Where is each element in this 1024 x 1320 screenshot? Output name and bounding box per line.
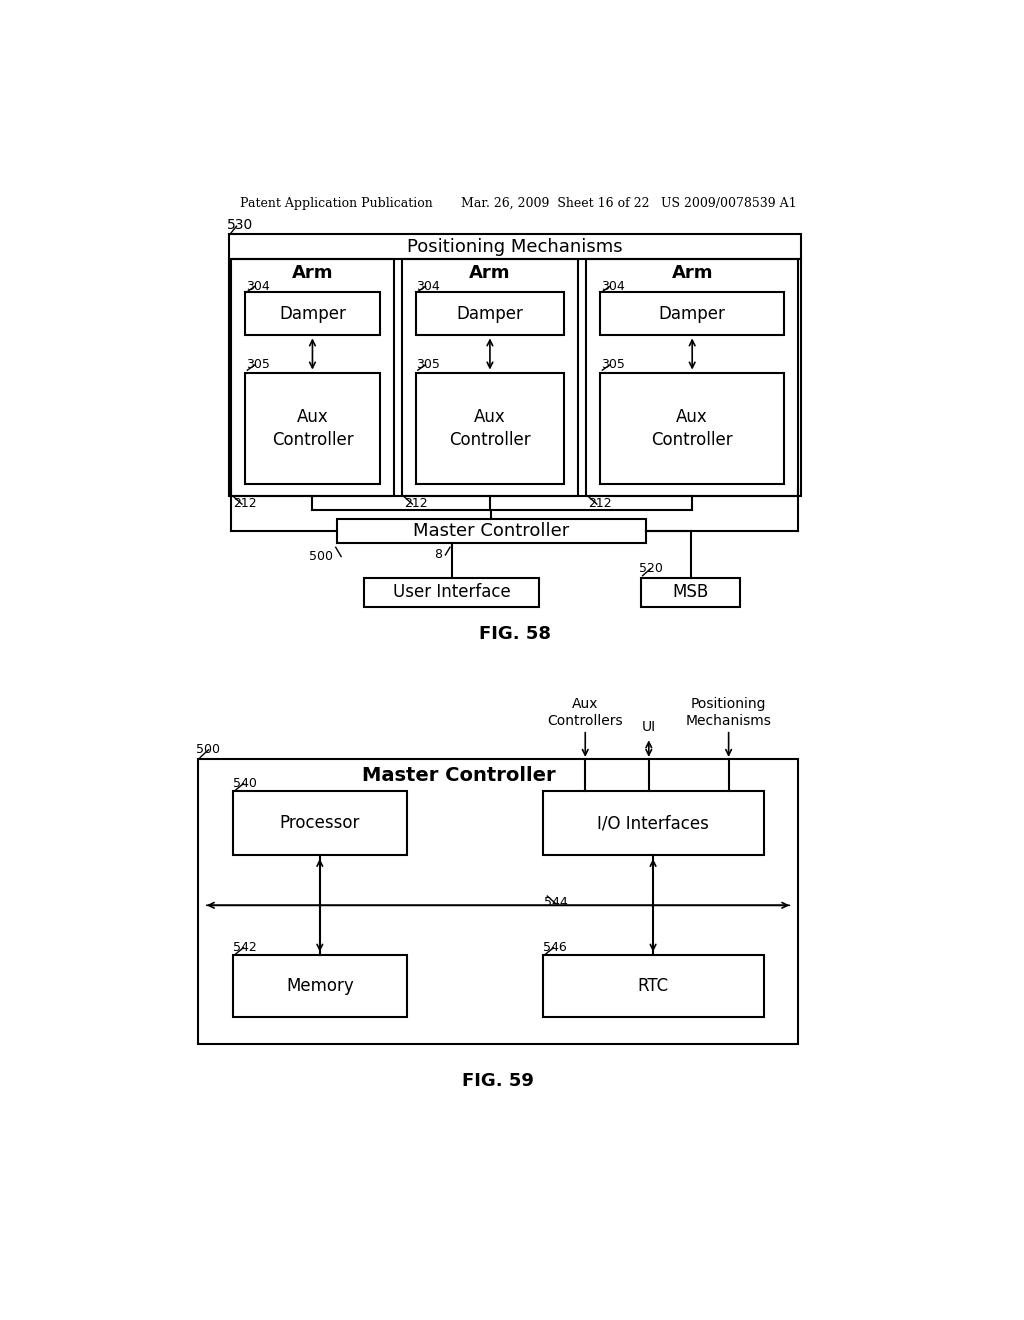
Text: Aux
Controllers: Aux Controllers [548,697,623,729]
Text: UI: UI [642,719,655,734]
Text: Positioning Mechanisms: Positioning Mechanisms [407,238,623,256]
Text: 304: 304 [417,280,440,293]
Text: 8: 8 [434,548,442,561]
Text: US 2009/0078539 A1: US 2009/0078539 A1 [662,197,797,210]
Text: 212: 212 [233,496,257,510]
Text: 304: 304 [246,280,269,293]
Text: Damper: Damper [279,305,346,322]
Text: 304: 304 [601,280,625,293]
Text: Memory: Memory [286,977,353,995]
Text: 305: 305 [246,358,269,371]
Text: 530: 530 [227,218,254,231]
Text: Aux
Controller: Aux Controller [651,408,733,450]
Text: Arm: Arm [469,264,511,282]
Text: User Interface: User Interface [392,583,510,602]
Text: 212: 212 [403,496,428,510]
Text: I/O Interfaces: I/O Interfaces [597,814,709,833]
Text: Arm: Arm [292,264,333,282]
Text: FIG. 58: FIG. 58 [479,626,551,643]
Text: 544: 544 [544,896,568,909]
Text: 542: 542 [233,941,257,954]
Text: Master Controller: Master Controller [414,523,569,540]
Text: Master Controller: Master Controller [362,767,556,785]
Text: 305: 305 [601,358,625,371]
Text: Aux
Controller: Aux Controller [271,408,353,450]
Text: Damper: Damper [658,305,726,322]
Text: Aux
Controller: Aux Controller [450,408,530,450]
Text: 305: 305 [417,358,440,371]
Text: Mar. 26, 2009  Sheet 16 of 22: Mar. 26, 2009 Sheet 16 of 22 [461,197,650,210]
Text: 540: 540 [233,777,257,791]
Text: Positioning
Mechanisms: Positioning Mechanisms [686,697,771,729]
Text: 520: 520 [640,562,664,576]
Text: 546: 546 [544,941,567,954]
Text: Damper: Damper [457,305,523,322]
Text: Patent Application Publication: Patent Application Publication [241,197,433,210]
Text: FIG. 59: FIG. 59 [462,1072,534,1090]
Text: 500: 500 [309,550,334,564]
Text: RTC: RTC [638,977,669,995]
Text: Arm: Arm [672,264,713,282]
Text: 212: 212 [589,496,612,510]
Text: 500: 500 [197,743,220,756]
Text: Processor: Processor [280,814,360,833]
Text: MSB: MSB [673,583,709,602]
